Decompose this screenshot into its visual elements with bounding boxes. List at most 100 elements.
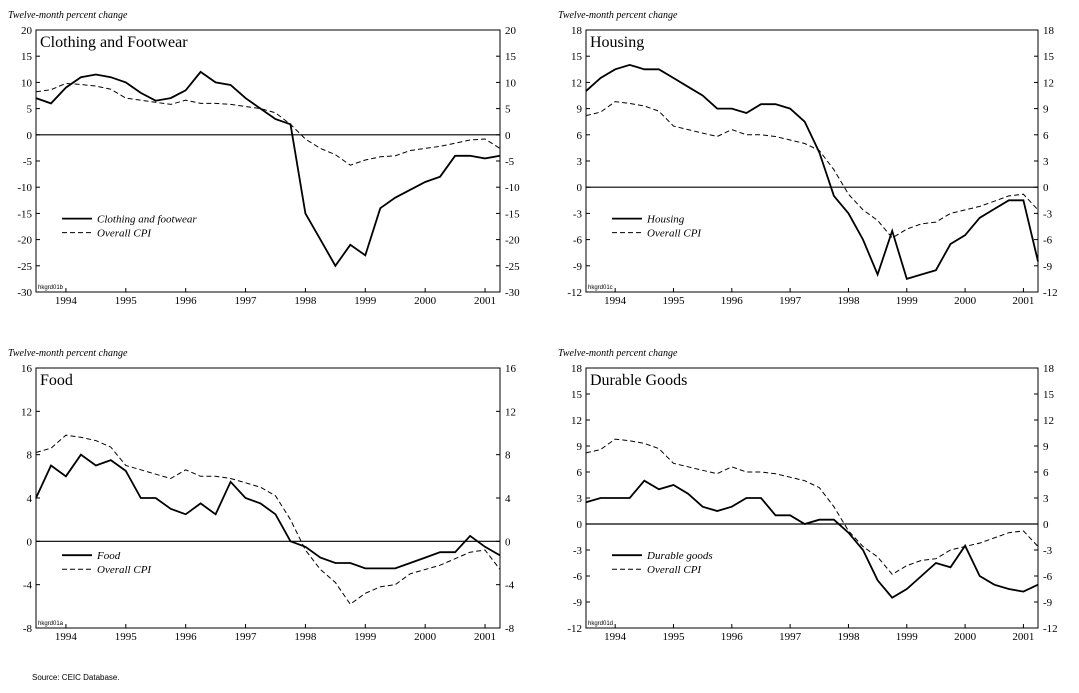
x-tick-label: 1997 [779,631,802,643]
y-tick-label: -3 [573,545,583,557]
y-tick-label: -15 [505,208,520,220]
series-line [35,70,501,268]
y-tick-label: 12 [1043,77,1054,89]
x-tick-label: 2001 [1012,631,1034,643]
y-tick-label: -12 [1043,623,1058,635]
y-tick-label: -8 [505,623,515,635]
y-tick-label: 15 [571,51,583,63]
y-tick-label: -10 [505,182,520,194]
y-tick-label: 5 [27,104,33,116]
plot-frame [35,29,501,293]
y-tick-label: 9 [1043,441,1049,453]
x-tick-label: 1995 [115,631,138,643]
y-tick-label: 6 [1043,130,1049,142]
y-tick-label: 20 [505,25,517,37]
x-tick-label: 1999 [896,631,919,643]
series-line [585,438,1039,575]
y-tick-label: 16 [21,363,33,375]
y-tick-label: 8 [505,450,511,462]
y-tick-label: -12 [567,287,582,299]
y-tick-label: -8 [23,623,33,635]
x-tick-label: 1999 [354,631,377,643]
x-tick-label: 1996 [721,631,744,643]
x-tick-label: 1995 [662,295,685,307]
chart-code: hkgrd01c [588,285,613,291]
y-tick-label: -30 [505,287,520,299]
y-tick-label: -25 [17,261,32,273]
y-tick-label: 12 [571,415,582,427]
chart-title: Food [40,372,73,389]
x-tick-label: 1999 [896,295,919,307]
y-tick-label: 6 [577,130,583,142]
y-tick-label: -5 [505,156,515,168]
x-tick-label: 1996 [175,295,198,307]
series-line [585,101,1039,239]
y-tick-label: 18 [1043,363,1055,375]
x-tick-label: 1998 [294,295,317,307]
legend-label: Clothing and footwear [97,214,197,226]
y-tick-label: -4 [505,580,515,592]
x-tick-label: 1999 [354,295,377,307]
x-tick-label: 1998 [837,295,860,307]
y-tick-label: 5 [505,104,511,116]
y-tick-label: 10 [505,77,517,89]
y-tick-label: 0 [27,130,33,142]
legend-label: Durable goods [646,550,713,562]
series-line [585,479,1039,599]
y-tick-label: 15 [21,51,33,63]
x-tick-label: 1996 [175,631,198,643]
y-tick-label: 16 [505,363,517,375]
y-axis-label: Twelve-month percent change [558,348,678,359]
y-axis-label: Twelve-month percent change [8,348,128,359]
y-tick-label: 15 [1043,51,1055,63]
y-tick-label: 12 [1043,415,1054,427]
y-tick-label: 0 [577,519,583,531]
y-tick-label: -9 [1043,597,1053,609]
source-note: Source: CEIC Database. [32,673,120,682]
legend-label: Overall CPI [97,564,152,576]
x-tick-label: 1998 [294,631,317,643]
plot-frame [35,367,501,629]
y-axis-label: Twelve-month percent change [558,10,678,21]
y-tick-label: 0 [1043,519,1049,531]
y-tick-label: -20 [17,235,32,247]
y-tick-label: -5 [23,156,33,168]
x-tick-label: 2001 [474,631,496,643]
x-tick-label: 2001 [474,295,496,307]
y-tick-label: 12 [571,77,582,89]
y-tick-label: 0 [1043,182,1049,194]
y-tick-label: 10 [21,77,33,89]
y-tick-label: 8 [27,450,33,462]
y-tick-label: -30 [17,287,32,299]
series-line [35,434,501,605]
chart-title: Housing [590,34,644,51]
x-tick-label: 1997 [235,295,258,307]
y-tick-label: 4 [27,493,33,505]
y-tick-label: -6 [573,235,583,247]
y-tick-label: -10 [17,182,32,194]
x-tick-label: 1994 [55,295,78,307]
y-tick-label: -3 [1043,545,1053,557]
x-tick-label: 1997 [779,295,802,307]
y-tick-label: 0 [505,130,511,142]
chart-code: hkgrd01a [38,621,64,627]
y-tick-label: 18 [571,25,583,37]
y-tick-label: -6 [573,571,583,583]
y-tick-label: 12 [21,406,32,418]
y-tick-label: -3 [1043,208,1053,220]
x-tick-label: 2000 [954,631,977,643]
series-line [35,453,501,570]
y-tick-label: 4 [505,493,511,505]
y-tick-label: 15 [1043,389,1055,401]
y-tick-label: 0 [27,536,33,548]
y-tick-label: -6 [1043,571,1053,583]
y-tick-label: 15 [571,389,583,401]
x-tick-label: 1994 [55,631,78,643]
x-tick-label: 2000 [414,631,437,643]
y-tick-label: -6 [1043,235,1053,247]
y-tick-label: 0 [577,182,583,194]
x-tick-label: 1998 [837,631,860,643]
chart-title: Clothing and Footwear [40,34,188,51]
chart-title: Durable Goods [590,372,687,389]
